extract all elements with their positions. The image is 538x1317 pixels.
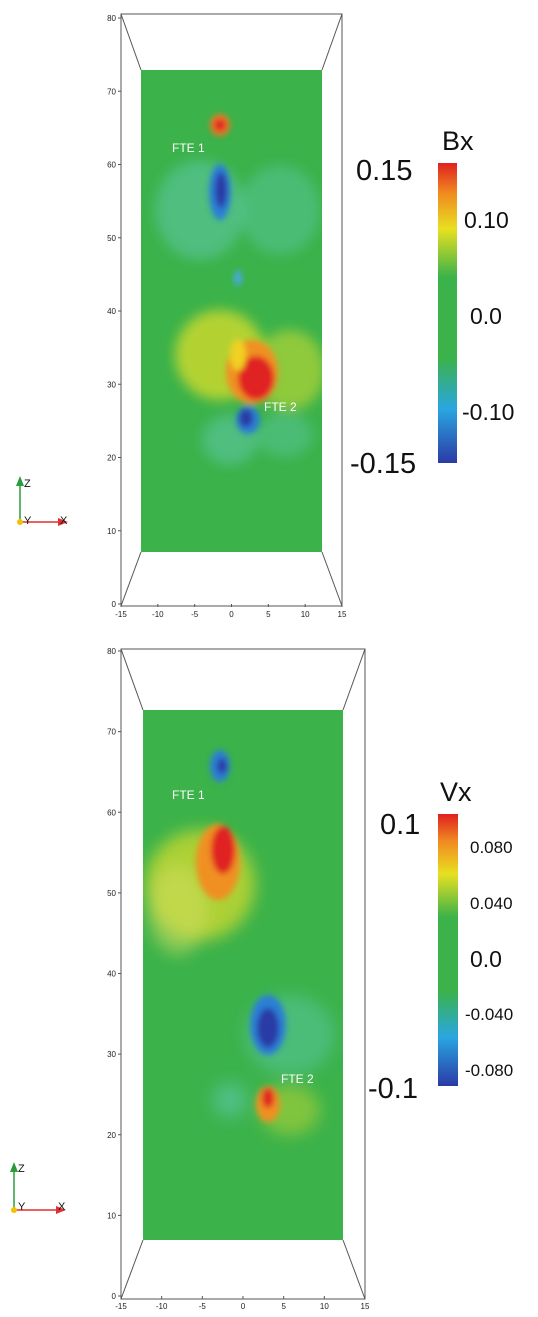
z-tick-label: 40 — [107, 970, 116, 979]
z-tick-label: 50 — [107, 234, 116, 243]
z-axis: 0 10 20 30 40 50 60 70 80 — [107, 647, 121, 1301]
x-tick-label: -15 — [115, 1302, 127, 1311]
colorbar-title: Bx — [442, 126, 474, 156]
z-tick-label: 40 — [107, 307, 116, 316]
z-tick-label: 60 — [107, 161, 116, 170]
x-tick-label: 15 — [338, 610, 347, 619]
z-tick-label: 60 — [107, 808, 116, 817]
colorbar-title: Vx — [440, 777, 472, 807]
z-tick-label: 20 — [107, 454, 116, 463]
colorbar-tick-label: 0.0 — [470, 946, 502, 972]
z-tick-label: 80 — [107, 14, 116, 23]
z-axis: 0 10 20 30 40 50 60 70 80 — [107, 14, 121, 609]
axis-triad: Z Y X — [10, 1162, 66, 1214]
z-tick-label: 80 — [107, 647, 116, 656]
triad-z-label: Z — [24, 478, 31, 490]
fte-2-label: FTE 2 — [264, 400, 297, 414]
x-tick-label: 5 — [281, 1302, 286, 1311]
colorbar-tick-label: 0.0 — [470, 303, 502, 329]
z-tick-label: 30 — [107, 1050, 116, 1059]
axis-triad: Z Y X — [16, 476, 68, 527]
x-axis: -15 -10 -5 0 5 10 15 — [115, 1296, 370, 1311]
x-axis: -15 -10 -5 0 5 10 15 — [115, 604, 347, 619]
triad-origin — [17, 519, 23, 525]
colorbar-min-label: -0.15 — [350, 448, 416, 480]
colorbar-tick-label: 0.080 — [470, 838, 513, 857]
colorbar-tick-label: 0.10 — [464, 207, 509, 233]
fte-2-label: FTE 2 — [281, 1072, 314, 1086]
x-tick-label: -10 — [156, 1302, 168, 1311]
triad-x-label: X — [60, 515, 68, 527]
x-tick-label: -5 — [191, 610, 199, 619]
z-tick-label: 10 — [107, 527, 116, 536]
colorbar-tick-label: 0.040 — [470, 894, 513, 913]
x-tick-label: 5 — [266, 610, 271, 619]
x-tick-label: 0 — [241, 1302, 246, 1311]
x-tick-label: -5 — [199, 1302, 207, 1311]
triad-z-label: Z — [18, 1163, 25, 1175]
z-tick-label: 50 — [107, 889, 116, 898]
colorbar-max-label: 0.1 — [380, 809, 420, 841]
bx-panel: 0 10 20 30 40 50 60 70 80 -15 -10 -5 0 5 10 15 FTE 1 F… — [0, 0, 538, 640]
triad-x-label: X — [58, 1201, 66, 1213]
z-tick-label: 10 — [107, 1211, 116, 1220]
colorbar-tick-label: -0.040 — [465, 1005, 513, 1024]
triad-origin — [11, 1207, 17, 1213]
vx-field-slice — [143, 710, 343, 1240]
z-tick-label: 30 — [107, 380, 116, 389]
bx-field-slice — [141, 70, 322, 552]
colorbar-tick-label: -0.10 — [462, 399, 514, 425]
x-tick-label: 10 — [301, 610, 310, 619]
triad-y-label: Y — [24, 515, 32, 527]
bx-plot: 0 10 20 30 40 50 60 70 80 -15 -10 -5 0 5 10 15 FTE 1 F… — [16, 13, 514, 619]
fte-1-label: FTE 1 — [172, 788, 205, 802]
vx-colorbar: Vx 0.1 0.080 0.040 0.0 -0.040 -0.080 -0.… — [368, 777, 513, 1105]
fte-1-label: FTE 1 — [172, 141, 205, 155]
x-tick-label: -15 — [115, 610, 127, 619]
x-tick-label: 10 — [320, 1302, 329, 1311]
colorbar-tick-label: -0.080 — [465, 1061, 513, 1080]
bx-colorbar: Bx 0.15 0.10 0.0 -0.10 -0.15 — [350, 126, 514, 480]
z-tick-label: 0 — [112, 600, 117, 609]
triad-y-label: Y — [18, 1201, 26, 1213]
colorbar-min-label: -0.1 — [368, 1073, 418, 1105]
x-tick-label: 15 — [361, 1302, 370, 1311]
vx-plot: 0 10 20 30 40 50 60 70 80 -15 -10 -5 0 5 10 15 FTE 1 F… — [10, 647, 513, 1311]
z-tick-label: 0 — [112, 1292, 117, 1301]
z-tick-label: 70 — [107, 87, 116, 96]
z-tick-label: 70 — [107, 728, 116, 737]
x-tick-label: 0 — [229, 610, 234, 619]
vx-panel: 0 10 20 30 40 50 60 70 80 -15 -10 -5 0 5 10 15 FTE 1 F… — [0, 640, 538, 1317]
z-tick-label: 20 — [107, 1131, 116, 1140]
colorbar-max-label: 0.15 — [356, 155, 412, 187]
x-tick-label: -10 — [152, 610, 164, 619]
